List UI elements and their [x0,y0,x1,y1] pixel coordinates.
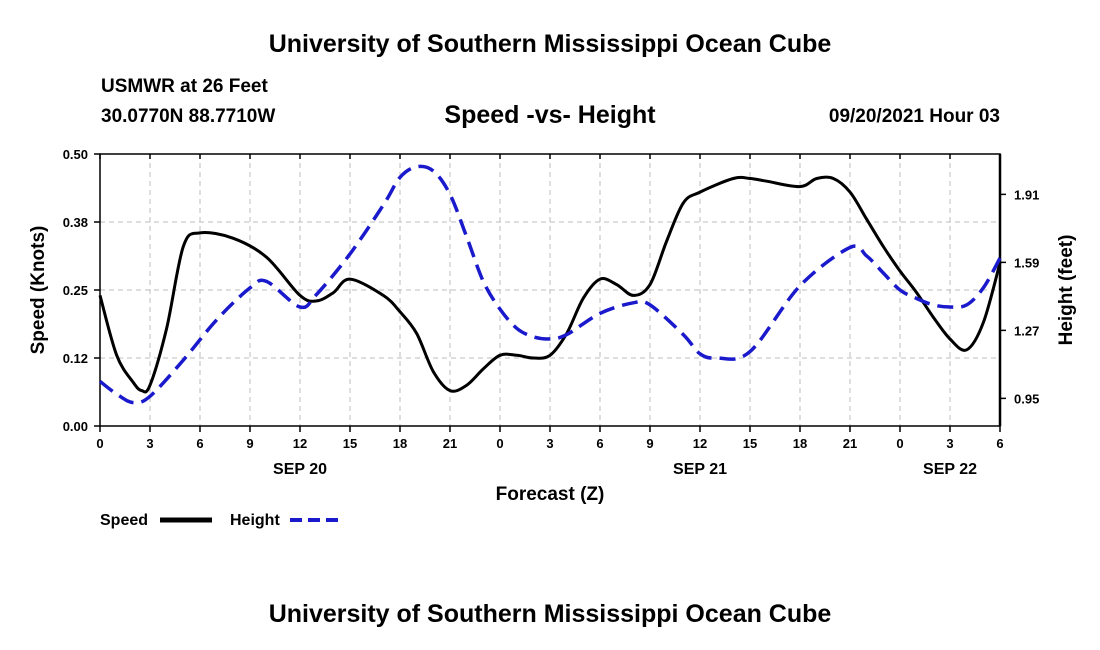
series-lines [98,164,1002,405]
x-tick-label: 6 [196,436,203,451]
legend-label-speed: Speed [100,512,148,529]
y-tick-label: 0.50 [63,147,88,162]
y-tick-label: 0.38 [63,215,88,230]
x-tick-label: 0 [96,436,103,451]
y-tick-label: 0.12 [63,351,88,366]
ticks: 0 3 6 9 12 15 18 21 0 3 6 9 12 15 18 21 0 3 6 0.00 0.12 0.25 0… [63,147,1040,478]
legend: Speed Height [100,512,342,529]
x-tick-label: 9 [246,436,253,451]
y2-tick-label: 1.91 [1014,187,1039,202]
chart-title: Speed -vs- Height [444,101,656,129]
x-tick-label: 12 [693,436,707,451]
station-name: USMWR at 26 Feet [101,76,268,97]
x-tick-label: 3 [146,436,153,451]
series-line-height [98,164,1002,405]
date-label: SEP 21 [673,461,727,478]
forecast-datetime: 09/20/2021 Hour 03 [828,106,1000,127]
x-tick-label: 0 [896,436,903,451]
x-tick-label: 6 [596,436,603,451]
footer-title: University of Southern Mississippi Ocean… [268,600,832,628]
page-title: University of Southern Mississippi Ocean… [268,30,832,58]
y2-axis-title: Height (feet) [1056,235,1077,346]
x-tick-label: 21 [843,436,857,451]
date-label: SEP 20 [273,461,327,478]
y2-tick-label: 1.27 [1014,323,1039,338]
y-tick-label: 0.00 [63,419,88,434]
y-axis-title: Speed (Knots) [28,226,49,355]
date-label: SEP 22 [923,461,977,478]
grid [100,154,1000,426]
legend-label-height: Height [230,512,280,529]
x-tick-label: 18 [793,436,807,451]
x-tick-label: 3 [546,436,553,451]
y2-tick-label: 0.95 [1014,391,1039,406]
y-tick-label: 0.25 [63,283,88,298]
x-tick-label: 9 [646,436,653,451]
x-axis-title: Forecast (Z) [496,484,605,505]
x-tick-label: 18 [393,436,407,451]
x-tick-label: 12 [293,436,307,451]
station-coordinates: 30.0770N 88.7710W [101,106,276,127]
x-tick-label: 21 [443,436,457,451]
series-line-speed [98,175,1002,394]
x-tick-label: 15 [743,436,757,451]
x-tick-label: 6 [996,436,1003,451]
x-tick-label: 3 [946,436,953,451]
x-tick-label: 15 [343,436,357,451]
x-tick-label: 0 [496,436,503,451]
y2-tick-label: 1.59 [1014,255,1039,270]
